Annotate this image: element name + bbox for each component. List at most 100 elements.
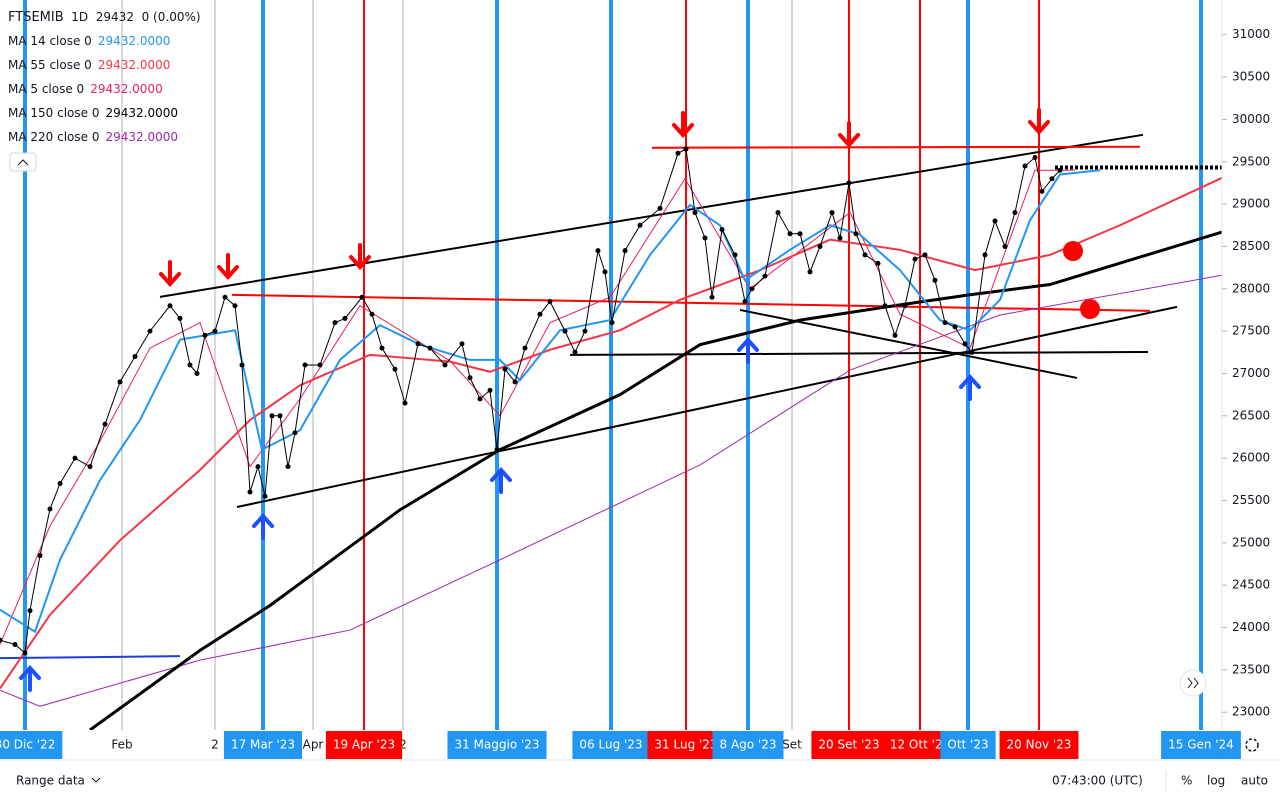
price-point (402, 400, 408, 406)
event-label-text: 12 Ott '23 (890, 738, 950, 752)
price-point (27, 608, 33, 614)
sell-arrows (159, 108, 1050, 287)
legend-entry[interactable]: MA 55 close 0 29432.0000 (8, 58, 178, 82)
y-tick-label: 25500 (1232, 493, 1270, 507)
y-tick-label: 31000 (1232, 27, 1270, 41)
event-label-text: Ott '23 (947, 738, 988, 752)
price-point (117, 379, 123, 385)
price-point (882, 303, 888, 309)
trend-line (0, 655, 181, 660)
auto-toggle[interactable]: auto (1241, 774, 1268, 788)
symbol-header: FTSEMIB 1D 29432 0 (0.00%) (8, 10, 201, 25)
y-tick-label: 29000 (1232, 197, 1270, 211)
legend-entry[interactable]: MA 150 close 0 29432.0000 (8, 106, 178, 130)
legend-name: MA 150 close 0 (8, 106, 100, 120)
event-label-bg (572, 731, 650, 759)
price-point (277, 413, 283, 419)
legend-entry[interactable]: MA 220 close 0 29432.0000 (8, 130, 178, 154)
price-point (427, 345, 433, 351)
price-point (1022, 163, 1028, 169)
event-label: 20 Nov '23 (999, 731, 1079, 759)
legend-entry[interactable]: MA 5 close 0 29432.0000 (8, 82, 178, 106)
price-point (846, 180, 852, 186)
legend-value: 29432.0000 (97, 34, 171, 48)
price-point (837, 235, 843, 241)
price-point (222, 294, 228, 300)
price-point (862, 252, 868, 258)
price-point (12, 641, 18, 647)
percent-toggle[interactable]: % (1181, 774, 1192, 788)
event-label-text: 31 Maggio '23 (454, 738, 539, 752)
price-point (992, 218, 998, 224)
series-line (0, 148, 1061, 654)
y-tick-label: 27500 (1232, 324, 1270, 338)
event-label-text: 30 Dic '22 (0, 738, 55, 752)
series-line (0, 169, 1101, 634)
price-point (572, 349, 578, 355)
price-point (369, 311, 375, 317)
price-point (302, 362, 308, 368)
price-point (829, 210, 835, 216)
price-point (459, 341, 465, 347)
price-point (415, 341, 421, 347)
price-point (1012, 210, 1018, 216)
y-tick-label: 30000 (1232, 112, 1270, 126)
price-point (683, 146, 689, 152)
time-label: 07:43:00 (UTC) (1052, 774, 1143, 788)
price-point (247, 489, 253, 495)
y-tick-label: 24000 (1232, 620, 1270, 634)
event-label-bg (940, 731, 996, 759)
price-point (239, 362, 245, 368)
price-point (392, 366, 398, 372)
event-label-text: 17 Mar '23 (231, 738, 295, 752)
price-point (167, 303, 173, 309)
axes: 23000 23500 24000 24500 25000 25500 26000 26500… (0, 27, 1270, 759)
price-point (0, 637, 3, 643)
price-point (47, 506, 53, 512)
y-tick-label: 25000 (1232, 535, 1270, 549)
price-point (57, 481, 63, 487)
price-point (487, 387, 493, 393)
price-point (522, 345, 528, 351)
event-lines (23, 0, 1203, 730)
scroll-button[interactable] (1179, 669, 1207, 697)
price-point (194, 370, 200, 376)
range-button[interactable]: Range data (16, 774, 85, 788)
event-label-bg (999, 731, 1079, 759)
y-tick-label: 28500 (1232, 239, 1270, 253)
legend-name: MA 55 close 0 (8, 58, 92, 72)
price-point (709, 294, 715, 300)
legend-entry[interactable]: MA 14 close 0 29432.0000 (8, 34, 178, 58)
price-point (292, 430, 298, 436)
interval: 1D (71, 10, 89, 24)
price-point (912, 256, 918, 262)
x-tick-label: Apr (303, 738, 324, 752)
y-tick-label: 28000 (1232, 281, 1270, 295)
price-point (602, 269, 608, 275)
y-tick-label: 23000 (1232, 705, 1270, 719)
legend-name: MA 5 close 0 (8, 82, 85, 96)
price-point (147, 328, 153, 334)
buy-arrows (19, 337, 981, 692)
price-point (72, 455, 78, 461)
log-toggle[interactable]: log (1207, 774, 1225, 788)
price-point (187, 362, 193, 368)
price-point (37, 553, 43, 559)
event-label-text: 19 Apr '23 (333, 738, 395, 752)
event-label-bg (447, 731, 547, 759)
y-tick-label: 26500 (1232, 408, 1270, 422)
price-point (817, 243, 823, 249)
event-label-text: 31 Lug '23 (654, 738, 717, 752)
y-tick-label: 27000 (1232, 366, 1270, 380)
collapse-button[interactable] (9, 152, 37, 172)
event-label-bg (712, 731, 784, 759)
price-point (982, 252, 988, 258)
settings-icon[interactable] (1245, 738, 1259, 752)
price-point (232, 303, 238, 309)
trend-line (236, 305, 1178, 508)
series-line (0, 176, 1222, 690)
legend: MA 14 close 0 29432.0000 MA 55 close 0 2943… (8, 34, 178, 154)
event-label: 15 Gen '24 (1161, 731, 1241, 759)
